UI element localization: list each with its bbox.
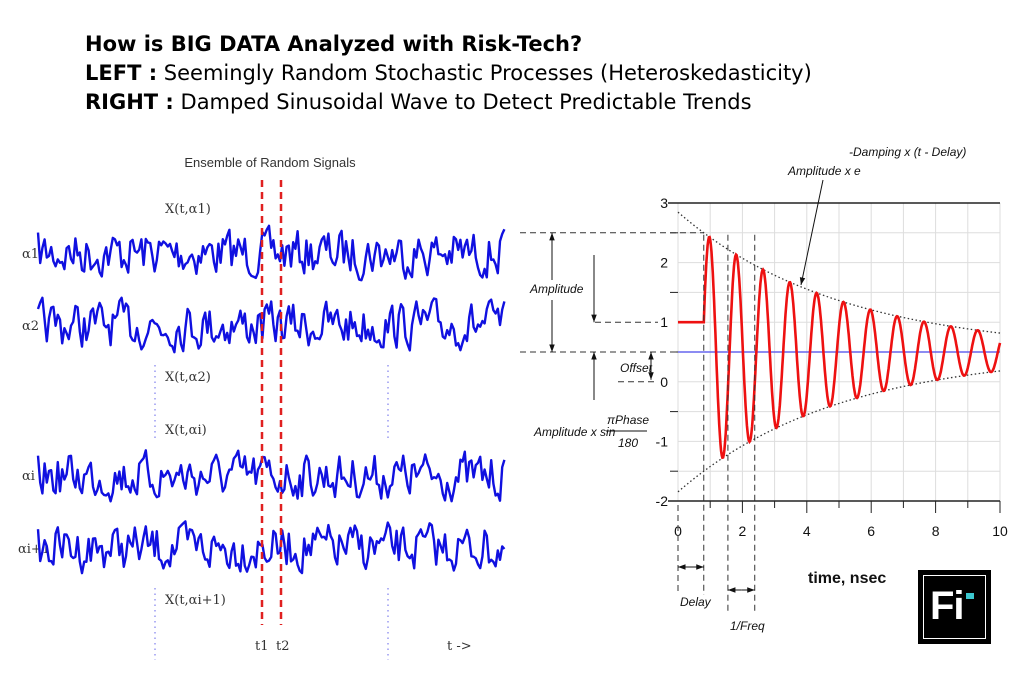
y-tick-label: 3 <box>660 195 668 211</box>
y-tick-label: -1 <box>656 433 669 449</box>
delay-arrow-left-head <box>678 564 686 570</box>
phase-label: Amplitude x sin <box>533 425 616 439</box>
title-line-1: How is BIG DATA Analyzed with Risk-Tech? <box>85 32 583 56</box>
envelope-label: Amplitude x e <box>787 164 861 178</box>
delay-label: Delay <box>680 595 712 609</box>
offset-label: Offset <box>620 361 653 375</box>
left-chart-title: Ensemble of Random Signals <box>184 155 356 170</box>
caption-alpha1: X(t,α1) <box>165 202 211 217</box>
marker-t1-label: t1 <box>255 639 269 654</box>
envelope-exponent: -Damping x (t - Delay) <box>849 145 966 159</box>
y-tick-label: -2 <box>656 493 669 509</box>
y-tick-label: 1 <box>660 314 668 330</box>
y-tick-label: 2 <box>660 255 668 271</box>
envelope-pointer <box>800 179 824 286</box>
x-axis-label: time, nsec <box>808 570 886 587</box>
label-alpha1: α1 <box>22 247 39 262</box>
right-description: Damped Sinusoidal Wave to Detect Predict… <box>173 90 752 114</box>
period-arrow-left-head <box>727 587 736 593</box>
fi-logo: Fi <box>918 570 991 644</box>
phase-numerator: πPhase <box>607 413 649 427</box>
envelope-pointer-head <box>799 277 806 285</box>
left-description: Seemingly Random Stochastic Processes (H… <box>157 61 812 85</box>
signal-4 <box>36 520 506 575</box>
caption-alphai1: X(t,αi+1) <box>165 593 226 608</box>
infographic-title: How is BIG DATA Analyzed with Risk-Tech?… <box>85 30 812 117</box>
marker-t2-label: t2 <box>276 639 290 654</box>
label-alpha2: α2 <box>22 319 39 334</box>
signal-3 <box>36 449 506 503</box>
envelope-lower <box>677 370 1001 493</box>
delay-arrow-right-head <box>696 564 704 570</box>
envelope-upper <box>677 211 1001 334</box>
offset-arrow-down-head <box>648 372 654 380</box>
right-label: RIGHT : <box>85 90 174 114</box>
y-tick-label: 0 <box>660 374 668 390</box>
damped-sine-chart: 02468103210-1-2 time, nsec Amplitude x e… <box>520 145 1008 633</box>
phase-arrow-down-head <box>591 314 597 323</box>
amplitude-label: Amplitude <box>529 282 584 296</box>
x-tick-label: 10 <box>992 523 1008 539</box>
signal-2 <box>36 296 506 354</box>
random-signals-chart: Ensemble of Random Signals X(t,α1) X(t,α… <box>18 155 506 660</box>
logo-text: Fi <box>930 584 965 628</box>
x-tick-label: 8 <box>932 523 940 539</box>
signal-line <box>678 235 1002 460</box>
period-label: 1/Freq <box>730 619 765 633</box>
offset-arrow-up-head <box>648 352 654 360</box>
period-arrow-right-head <box>747 587 755 593</box>
x-tick-label: 2 <box>739 523 747 539</box>
phase-arrow-up-head <box>591 352 597 360</box>
left-label: LEFT : <box>85 61 158 85</box>
logo-accent-dot <box>966 593 974 599</box>
label-alphai: αi <box>22 469 35 484</box>
caption-alpha2: X(t,α2) <box>165 370 211 385</box>
amplitude-arrow-down-head <box>549 344 555 352</box>
caption-alphai: X(t,αi) <box>165 423 207 438</box>
amplitude-arrow-up-head <box>549 232 555 241</box>
x-tick-label: 6 <box>867 523 875 539</box>
signal-1 <box>36 224 506 282</box>
phase-denominator: 180 <box>618 436 638 450</box>
left-x-label: t -> <box>447 639 472 654</box>
x-tick-label: 4 <box>803 523 811 539</box>
